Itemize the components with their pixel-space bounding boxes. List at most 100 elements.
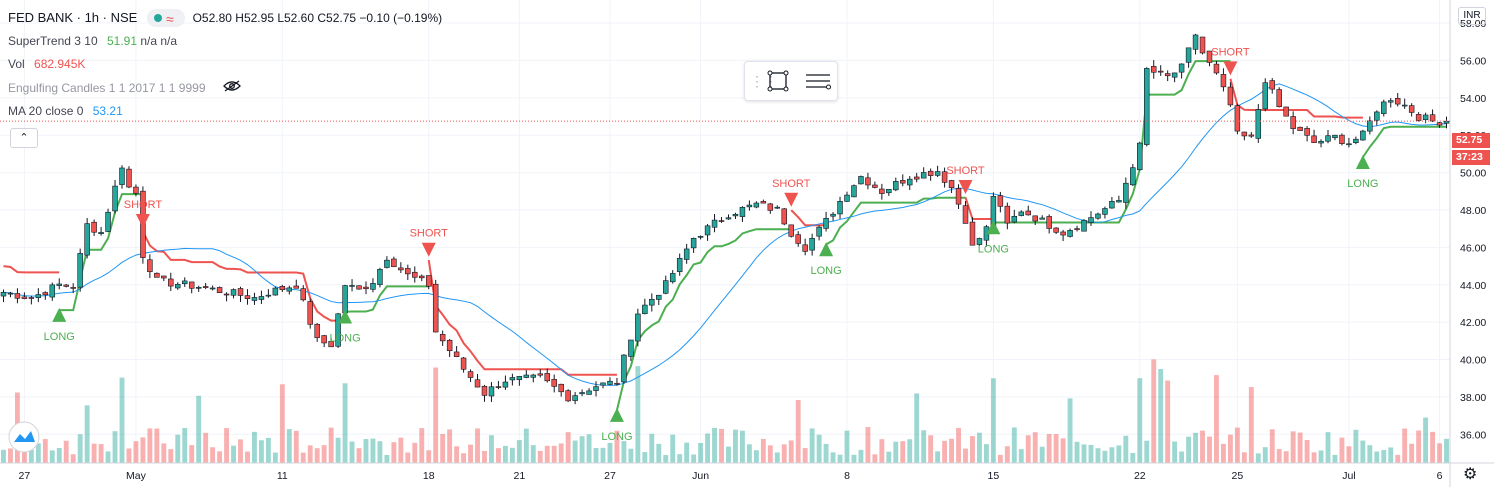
candle-body <box>293 285 300 289</box>
supertrend-down-segment <box>427 259 617 376</box>
long-arrow-icon <box>609 407 624 422</box>
candle-body <box>363 286 369 290</box>
candle-body <box>91 221 97 233</box>
volume-bar <box>252 431 257 463</box>
candle-body <box>1192 34 1199 50</box>
legend-symbol-row: FED BANK · 1h · NSE ≈ O52.80 H52.95 L52.… <box>8 6 442 30</box>
volume-bar <box>335 437 341 463</box>
candle-body <box>1255 109 1262 139</box>
time-tick-label: 27 <box>19 470 31 482</box>
volume-bar <box>886 451 892 463</box>
status-pill[interactable]: ≈ <box>146 8 185 27</box>
short-label: SHORT <box>772 178 811 190</box>
price-tick-label: 46.00 <box>1460 242 1486 254</box>
supertrend-down-segment <box>790 209 827 227</box>
volume-bar <box>314 448 320 463</box>
candle-body <box>370 283 376 290</box>
volume-bar <box>1004 446 1010 463</box>
volume-bar <box>642 452 648 463</box>
volume-bar <box>300 452 306 463</box>
candle-body <box>614 382 620 385</box>
volume-bar <box>461 453 467 463</box>
volume-bar <box>837 454 843 463</box>
legend-engulfing[interactable]: Engulfing Candles 1 1 2017 1 1 9999 <box>8 77 442 101</box>
legend-volume[interactable]: Vol 682.945K <box>8 53 442 77</box>
settings-tool-button[interactable] <box>803 68 831 94</box>
collapse-legend-button[interactable]: ⌃ <box>10 128 38 148</box>
volume-bar <box>1130 453 1136 463</box>
candle-body <box>251 297 258 301</box>
moving-average-line <box>3 83 1447 386</box>
candle-body <box>112 185 118 212</box>
candle-body <box>7 292 14 295</box>
candle-body <box>1388 100 1394 103</box>
candle-body <box>621 354 627 383</box>
volume-bar <box>286 429 292 463</box>
candle-body <box>1095 213 1101 219</box>
volume-bar <box>1220 443 1226 463</box>
volume-bar <box>1297 432 1303 463</box>
volume-bar <box>1444 438 1449 463</box>
ma-value: 53.21 <box>92 104 123 118</box>
volume-bar <box>586 434 592 463</box>
drag-handle-icon[interactable]: ⋮⋮ <box>750 73 778 89</box>
candle-body <box>1339 134 1345 144</box>
candle-body <box>1116 200 1122 203</box>
volume-bar <box>1374 451 1380 463</box>
candle-body <box>342 285 348 314</box>
lines-settings-icon <box>806 74 831 90</box>
volume-bar <box>21 443 27 463</box>
time-tick-label: Jul <box>1342 470 1355 482</box>
price-tick-label: 42.00 <box>1460 317 1486 329</box>
candle-body <box>1429 114 1436 122</box>
candle-body <box>1283 106 1289 117</box>
volume-bar <box>321 445 327 463</box>
volume-bar <box>1311 452 1317 463</box>
long-arrow-icon <box>1355 154 1370 169</box>
volume-bar <box>1137 378 1143 463</box>
volume-bar <box>670 434 676 463</box>
supertrend-up-segment <box>615 228 792 411</box>
floating-drawing-toolbar[interactable]: ⋮⋮ <box>744 61 838 101</box>
volume-bar <box>544 445 550 463</box>
price-tick-label: 44.00 <box>1460 280 1486 292</box>
symbol-name[interactable]: FED BANK <box>8 10 74 25</box>
short-arrow-icon <box>784 192 799 207</box>
supertrend-up-segment <box>345 285 429 313</box>
volume-bar <box>1332 454 1338 463</box>
volume-bar <box>210 447 216 463</box>
volume-bar <box>1060 438 1066 463</box>
volume-bar <box>523 428 529 463</box>
candle-body <box>244 295 251 299</box>
legend-ma[interactable]: MA 20 close 0 53.21 <box>8 100 442 124</box>
rectangle-tool-button[interactable] <box>765 68 791 94</box>
volume-bar <box>454 446 460 463</box>
legend-supertrend[interactable]: SuperTrend 3 10 51.91 n/a n/a <box>8 30 442 54</box>
volume-bar <box>1193 432 1198 463</box>
candle-body <box>1171 72 1178 78</box>
volume-bar <box>712 427 717 463</box>
volume-bar <box>997 454 1003 463</box>
volume-bar <box>196 395 202 463</box>
candle-body <box>1422 114 1429 121</box>
volume-bar <box>949 438 955 463</box>
volume-bar <box>809 428 815 463</box>
candle-body <box>63 284 69 287</box>
candle-body <box>746 204 753 208</box>
currency-button[interactable]: INR <box>1458 7 1486 25</box>
supertrend-lines <box>3 60 1447 411</box>
gear-icon[interactable]: ⚙ <box>1463 466 1478 483</box>
candle-body <box>495 386 502 388</box>
volume-bar <box>440 433 446 463</box>
interval[interactable]: 1h <box>84 10 100 25</box>
candle-body <box>272 287 279 296</box>
candle-body <box>1408 105 1415 113</box>
volume-bar <box>551 445 557 463</box>
price-tick-label: 40.00 <box>1460 355 1486 367</box>
last-price-tag: 52.75 <box>1452 133 1490 148</box>
candle-body <box>1332 134 1338 139</box>
volume-bar <box>935 451 941 463</box>
eye-hidden-icon[interactable] <box>222 77 241 101</box>
long-arrow-icon <box>819 242 834 257</box>
